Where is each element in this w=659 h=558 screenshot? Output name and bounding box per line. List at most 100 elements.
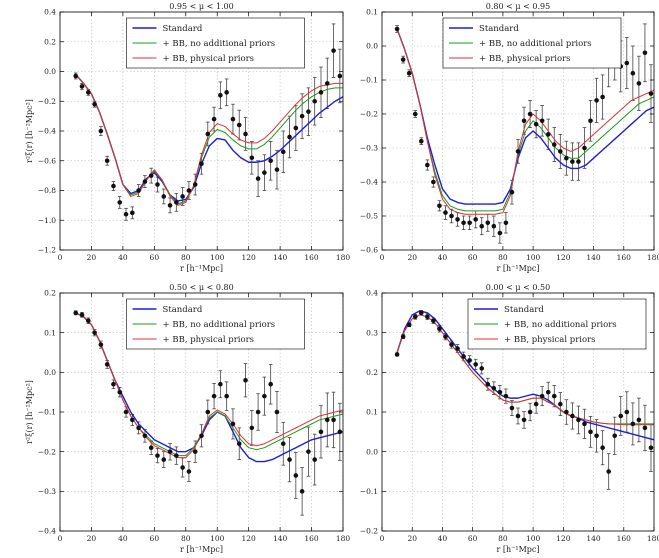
legend-entry: Standard: [479, 24, 519, 34]
data-point: [155, 453, 160, 458]
y-tick-label: −0.6: [360, 246, 378, 255]
data-point: [280, 149, 286, 155]
data-point: [461, 220, 466, 226]
x-tick-label: 120: [556, 534, 571, 543]
legend: Standard + BB, no additional priors + BB, …: [442, 17, 622, 69]
data-point: [142, 433, 148, 439]
x-tick-label: 120: [556, 253, 571, 262]
data-point: [582, 145, 587, 151]
x-tick-label: 60: [150, 253, 160, 262]
data-point: [600, 94, 605, 100]
data-point: [224, 393, 229, 399]
data-point: [180, 194, 185, 199]
data-point: [199, 161, 204, 167]
y-tick-label: −1.2: [38, 246, 56, 255]
data-point: [406, 70, 412, 76]
data-point: [92, 101, 97, 107]
data-point: [636, 81, 642, 86]
data-point: [79, 312, 85, 318]
panel-1: 0 20 40 60 80 100 120 140 160 180 −1.2 −1.0 −0.8 −0.6…: [25, 2, 350, 273]
data-point: [161, 194, 167, 199]
x-axis-label: r [h⁻¹Mpc]: [497, 545, 540, 554]
x-tick-label: 80: [498, 253, 508, 262]
data-point: [394, 352, 400, 357]
data-point: [324, 417, 330, 423]
y-tick-label: 0.4: [44, 8, 56, 17]
data-point: [111, 183, 116, 189]
data-point: [98, 342, 104, 347]
data-point: [280, 441, 286, 447]
data-point: [104, 362, 110, 367]
data-point: [576, 417, 581, 423]
legend-entry: + BB, no additional priors: [479, 39, 592, 49]
x-tick-label: 80: [181, 253, 191, 262]
data-point: [161, 457, 167, 462]
data-point: [167, 203, 173, 208]
data-point: [205, 131, 211, 137]
legend-entry: + BB, physical priors: [504, 335, 596, 345]
data-point: [497, 230, 503, 236]
plot-content: [73, 310, 343, 516]
y-axis-label: r²ξ(r) [h⁻²Mpc²]: [25, 99, 34, 163]
panel-title: 0.50 < μ < 0.80: [169, 283, 233, 292]
panel-3: 0 20 40 60 80 100 120 140 160 180 −0.4 −0.3 −0.2 −0.1…: [25, 283, 350, 554]
data-point: [192, 182, 198, 187]
x-tick-label: 80: [498, 534, 508, 543]
plot-content: [394, 310, 654, 490]
y-tick-label: −0.5: [360, 212, 378, 221]
data-point: [479, 223, 485, 229]
x-tick-label: 100: [526, 534, 541, 543]
data-point: [86, 318, 91, 324]
x-tick-label: 0: [58, 253, 63, 262]
x-tick-label: 140: [273, 253, 288, 262]
data-point: [262, 393, 267, 399]
data-point: [318, 429, 324, 435]
data-point: [612, 433, 618, 439]
y-tick-label: 0.0: [44, 67, 56, 76]
y-tick-label: −0.3: [360, 144, 378, 153]
data-point: [600, 445, 605, 451]
data-point: [130, 417, 135, 423]
data-point: [400, 57, 406, 62]
data-point: [509, 189, 515, 195]
data-point: [230, 421, 236, 427]
y-tick-label: 0.2: [44, 37, 56, 46]
data-point: [155, 182, 160, 187]
data-point: [437, 326, 442, 332]
data-point: [337, 73, 343, 79]
data-point: [79, 84, 85, 89]
y-tick-label: −1.0: [38, 216, 56, 225]
data-point: [174, 453, 179, 458]
data-point: [485, 220, 491, 226]
data-point: [331, 48, 336, 53]
data-point: [533, 121, 539, 127]
data-point: [192, 449, 198, 454]
x-tick-label: 20: [407, 253, 417, 262]
line-bb-physical-priors: [396, 28, 654, 215]
data-point: [467, 220, 472, 226]
data-point: [515, 413, 521, 419]
data-point: [521, 417, 527, 423]
data-point: [218, 93, 223, 98]
data-point: [497, 389, 503, 395]
data-point: [312, 457, 318, 462]
data-point: [582, 421, 587, 427]
data-point: [539, 118, 545, 124]
x-tick-label: 180: [336, 534, 351, 543]
x-tick-label: 60: [468, 253, 478, 262]
data-point: [461, 354, 466, 359]
data-point: [73, 73, 79, 79]
data-point: [306, 109, 311, 114]
y-tick-label: 0.0: [44, 368, 56, 377]
data-point: [186, 469, 192, 474]
x-tick-label: 40: [438, 253, 448, 262]
y-tick-label: 0.2: [366, 368, 378, 377]
y-tick-label: −0.2: [38, 447, 56, 456]
data-point: [491, 223, 497, 229]
data-point: [255, 409, 261, 415]
y-tick-label: 0.0: [366, 42, 378, 51]
x-tick-label: 140: [273, 534, 288, 543]
data-point: [186, 188, 192, 193]
data-point: [73, 310, 79, 316]
x-tick-label: 180: [647, 253, 659, 262]
